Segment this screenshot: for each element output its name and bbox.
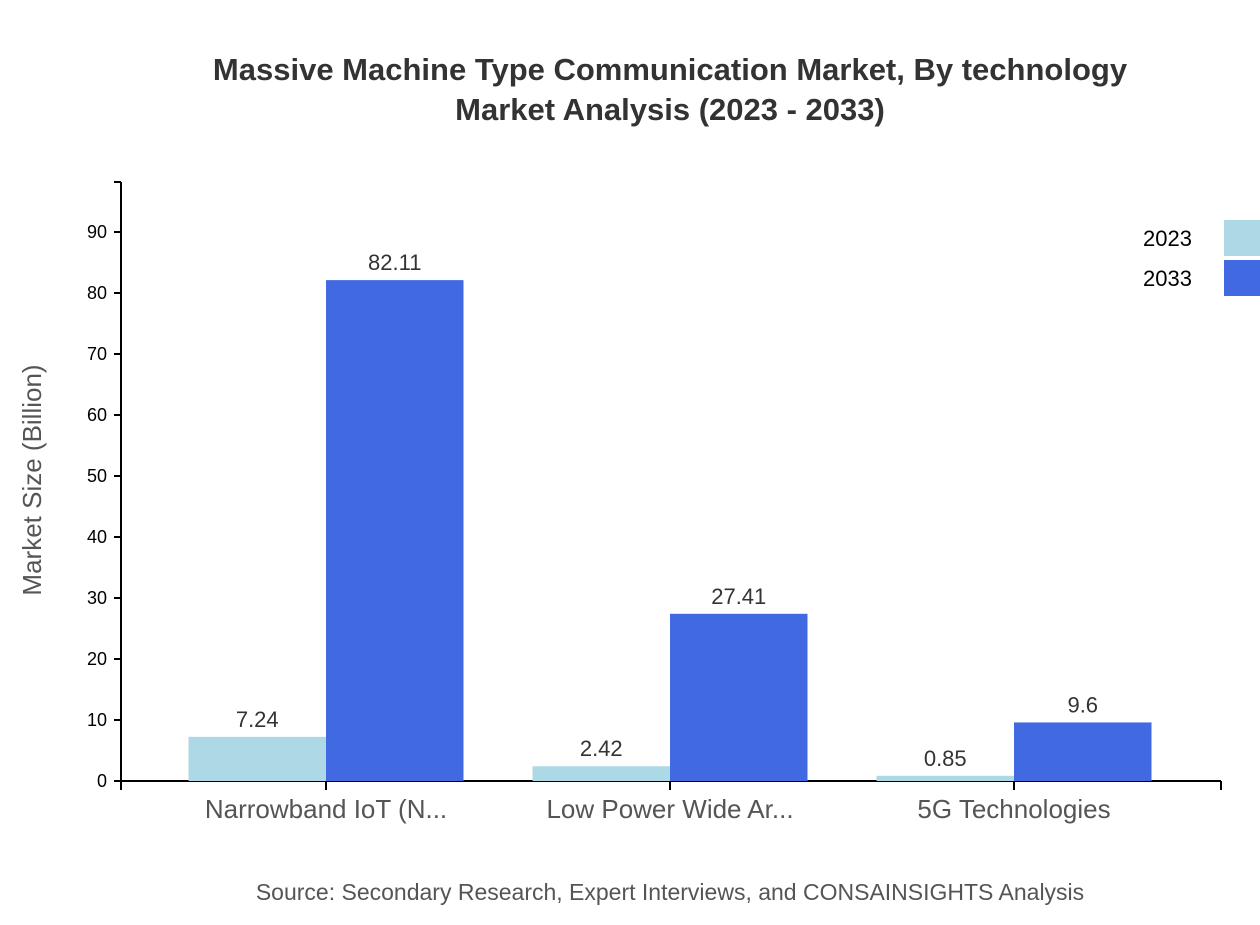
y-tick-label: 30 xyxy=(87,588,107,608)
y-tick-label: 60 xyxy=(87,405,107,425)
x-tick-label: 5G Technologies xyxy=(917,794,1110,824)
y-tick-label: 0 xyxy=(97,771,107,791)
bar-2023 xyxy=(532,766,670,781)
y-tick-label: 10 xyxy=(87,710,107,730)
bar-2023 xyxy=(876,775,1014,781)
bar-2033 xyxy=(326,280,464,781)
legend-label: 2023 xyxy=(1143,226,1192,251)
bars: 7.24 82.11 2.42 27.41 0.85 9.6 xyxy=(188,250,1152,781)
legend-label: 2033 xyxy=(1143,266,1192,291)
legend-swatch-2033 xyxy=(1224,260,1260,296)
y-tick-label: 80 xyxy=(87,283,107,303)
legend: 2023 2033 xyxy=(1143,220,1260,296)
x-tick-label: Low Power Wide Ar... xyxy=(546,794,793,824)
bar-2023 xyxy=(188,736,326,781)
y-tick-label: 70 xyxy=(87,344,107,364)
y-tick-label: 20 xyxy=(87,649,107,669)
data-label: 7.24 xyxy=(236,707,279,732)
bar-2033 xyxy=(1014,722,1152,781)
data-label: 2.42 xyxy=(580,736,623,761)
y-tick-label: 90 xyxy=(87,222,107,242)
bar-2033 xyxy=(670,613,808,781)
y-tick-label: 40 xyxy=(87,527,107,547)
data-label: 9.6 xyxy=(1067,692,1098,717)
chart-subtitle: Market Analysis (2023 - 2033) xyxy=(455,92,885,127)
source-note: Source: Secondary Research, Expert Inter… xyxy=(256,879,1084,905)
chart-title: Massive Machine Type Communication Marke… xyxy=(213,52,1128,87)
y-axis-label: Market Size (Billion) xyxy=(17,364,47,595)
data-label: 82.11 xyxy=(368,250,421,275)
legend-swatch-2023 xyxy=(1224,220,1260,256)
data-label: 27.41 xyxy=(711,584,766,609)
x-tick-label: Narrowband IoT (N... xyxy=(205,794,447,824)
data-label: 0.85 xyxy=(924,746,967,771)
y-tick-label: 50 xyxy=(87,466,107,486)
